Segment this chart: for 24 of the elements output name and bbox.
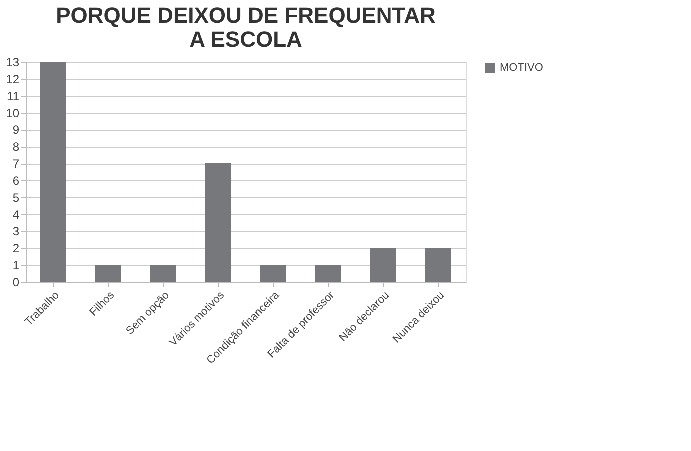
y-tick-label: 2 — [12, 242, 20, 256]
y-tick-label: 5 — [12, 190, 20, 205]
y-tick-label: 6 — [12, 174, 20, 188]
bar — [150, 265, 176, 282]
y-tick-label: 7 — [12, 157, 20, 172]
bar — [40, 62, 66, 282]
bar — [370, 248, 396, 282]
legend-label: MOTIVO — [500, 62, 544, 74]
y-tick-label: 8 — [12, 140, 20, 154]
bar — [260, 265, 286, 282]
chart-title: PORQUE DEIXOU DE FREQUENTAR A ESCOLA — [56, 3, 436, 52]
y-tick-label: 11 — [7, 89, 20, 104]
y-tick-label: 4 — [12, 208, 20, 222]
y-tick-label: 12 — [6, 72, 20, 86]
y-tick-label: 3 — [12, 224, 20, 239]
y-tick-label: 0 — [12, 276, 20, 290]
bar — [316, 265, 342, 282]
y-tick-label: 10 — [6, 106, 20, 120]
bar — [206, 164, 232, 282]
bar — [426, 248, 452, 282]
y-tick-label: 1 — [12, 258, 20, 273]
y-tick-label: 13 — [6, 56, 20, 70]
y-tick-label: 9 — [12, 123, 20, 138]
bar — [96, 265, 122, 282]
